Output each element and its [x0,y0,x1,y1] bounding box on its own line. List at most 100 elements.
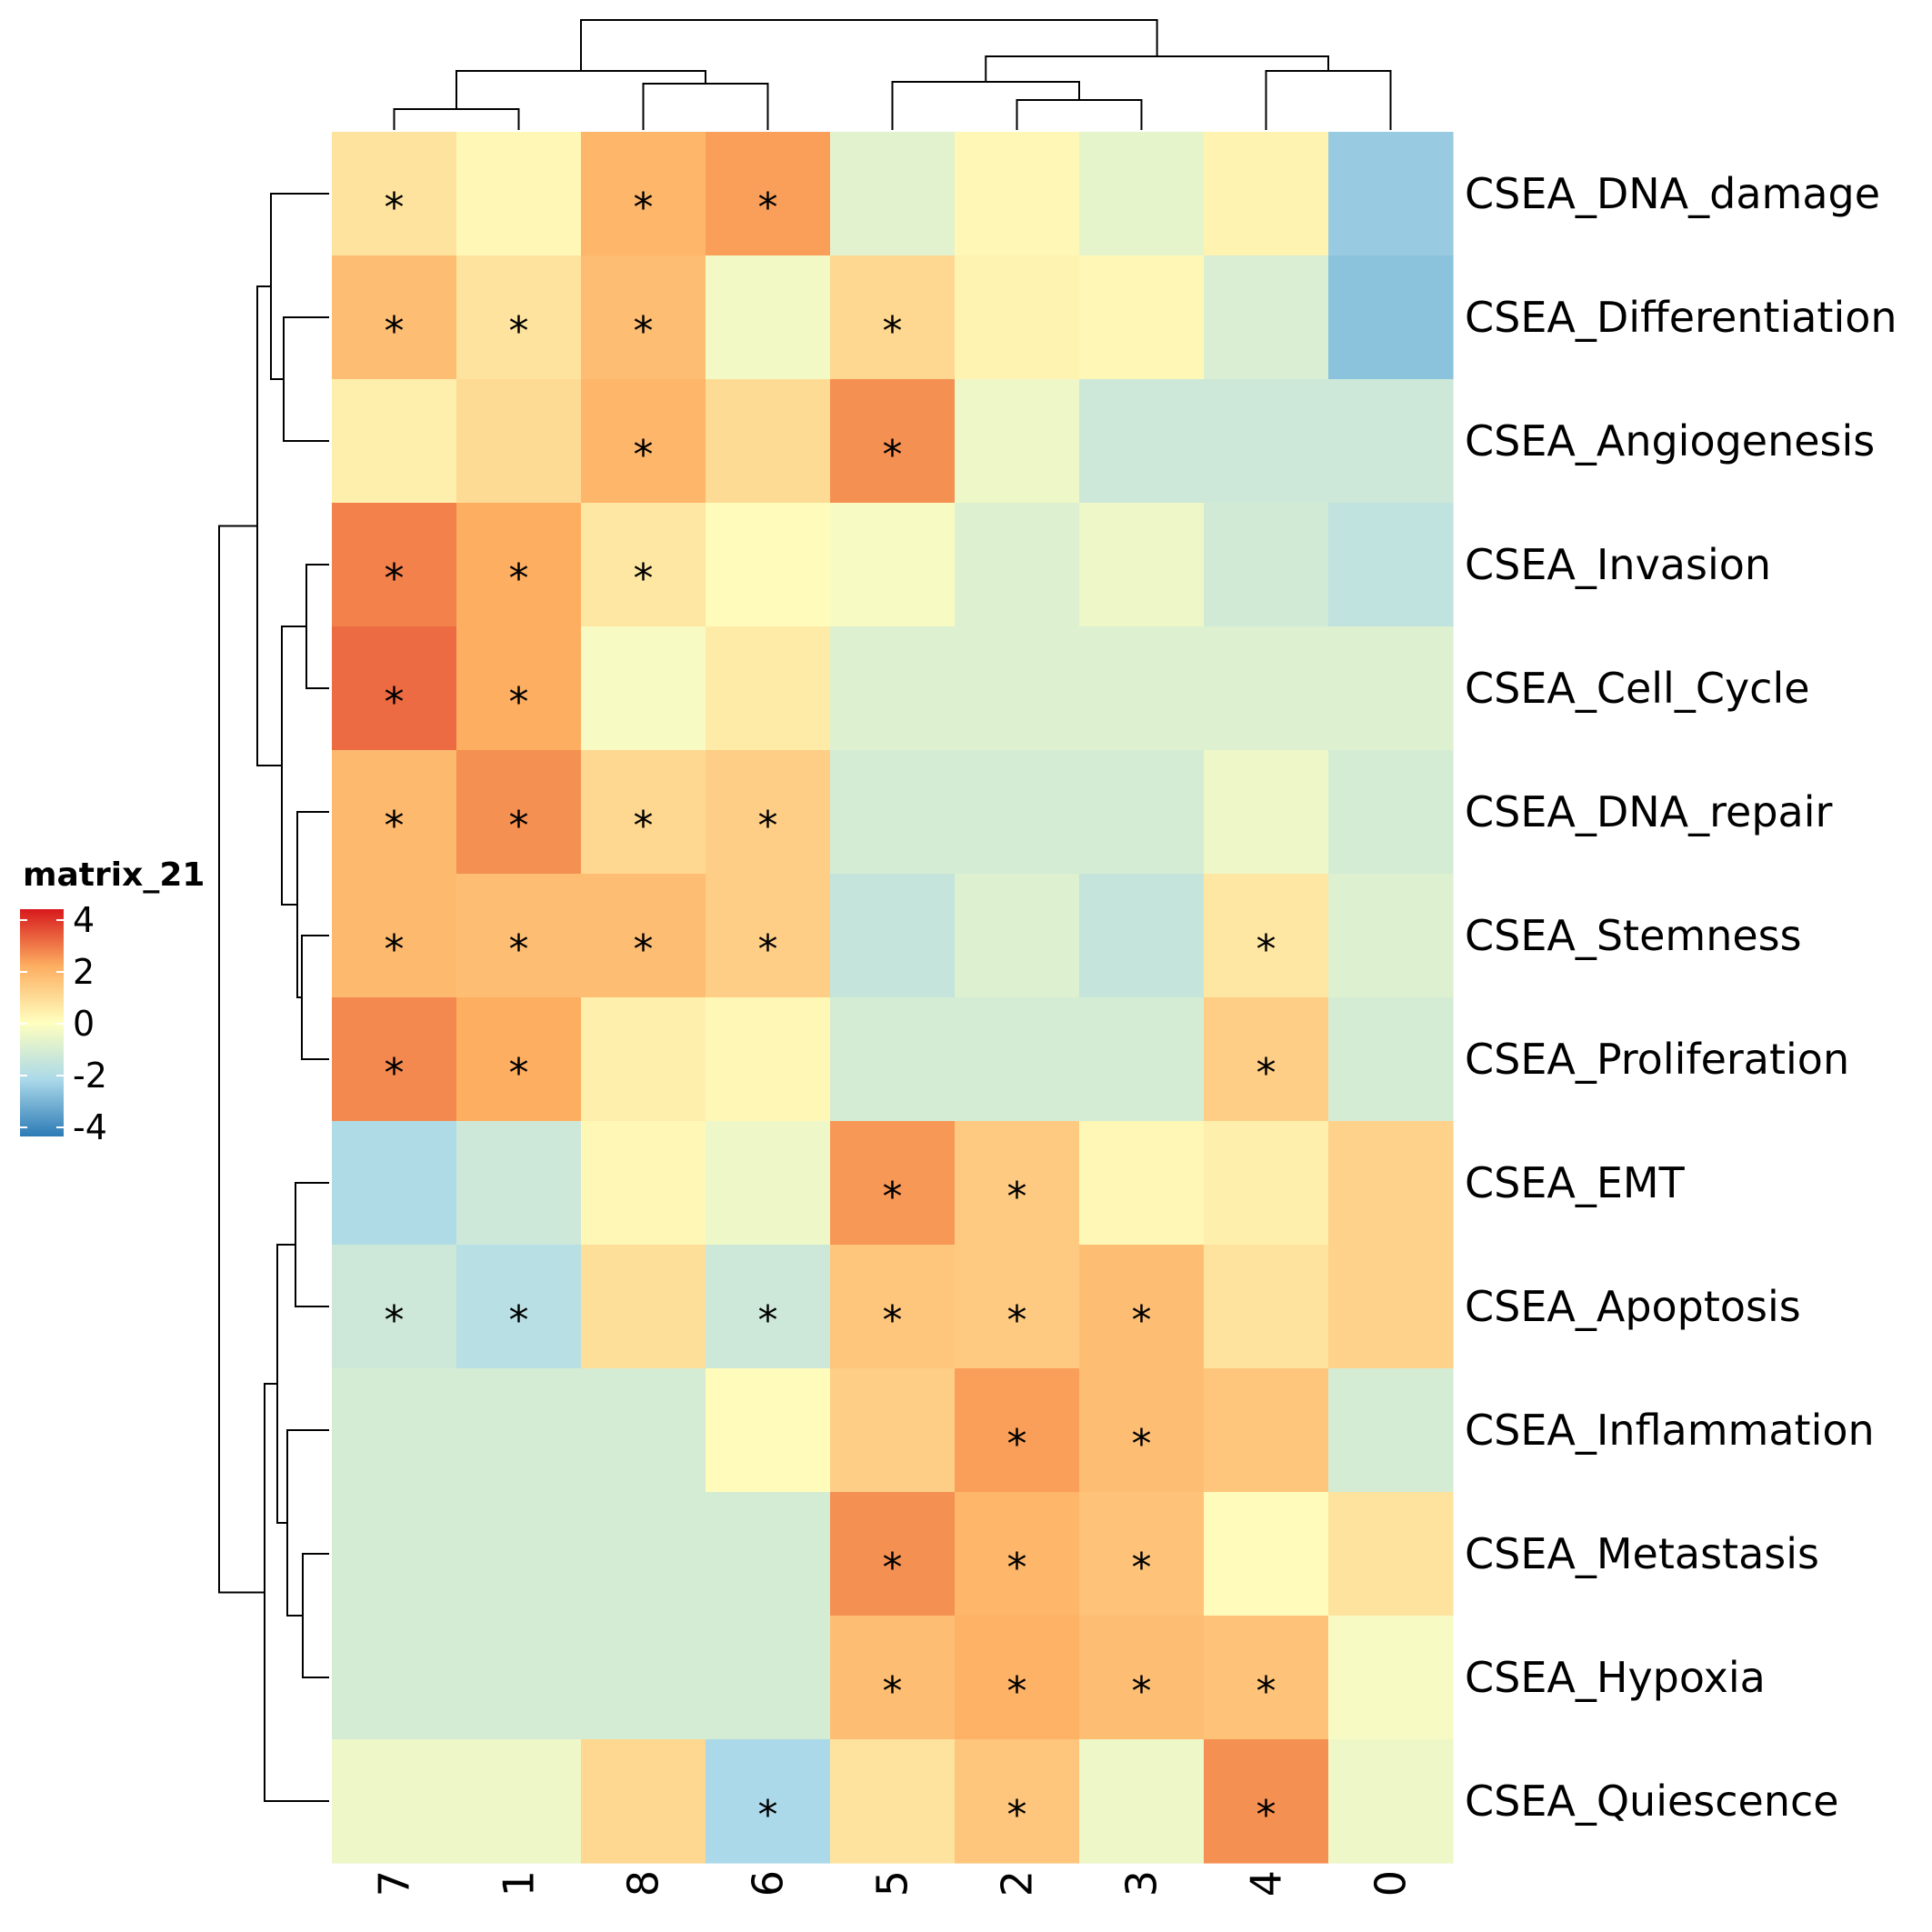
heatmap-cell [1204,1121,1329,1246]
heatmap-cell [456,1245,582,1369]
heatmap-cell [706,1245,831,1369]
heatmap-cell [955,1121,1080,1246]
column-label: 0 [1366,1870,1416,1897]
heatmap-cell [706,750,831,875]
significance-marker: * [1007,1297,1027,1344]
heatmap-cell [1079,1121,1205,1246]
heatmap-cell [1204,503,1329,627]
heatmap-cell [1204,1245,1329,1369]
heatmap-cell [1204,132,1329,256]
column-label: 3 [1117,1870,1166,1897]
heatmap-cell [1079,1739,1205,1864]
row-label: CSEA_DNA_damage [1465,169,1880,218]
heatmap-cell [1204,874,1329,998]
legend-tick-label: 4 [73,900,95,940]
significance-marker: * [758,926,778,973]
dendrogram-link [218,525,265,1594]
heatmap-cell [581,255,706,380]
dendrogram-link [642,83,769,130]
heatmap-cell [332,1616,457,1740]
significance-marker: * [758,803,778,849]
heatmap-cell [456,379,582,504]
heatmap-cell [1328,750,1454,875]
row-label: CSEA_Differentiation [1465,293,1897,342]
row-dendrogram [218,193,329,1802]
legend-tick-label: -2 [73,1056,107,1096]
heatmap-cell [581,1739,706,1864]
heatmap-cell [955,1368,1080,1493]
row-label: CSEA_Inflammation [1465,1406,1875,1455]
column-label: 8 [619,1870,668,1897]
heatmap-cell [456,132,582,256]
significance-marker: * [634,926,654,973]
dendrogram-link [393,108,520,130]
heatmap-cell [706,1739,831,1864]
heatmap-cell [955,626,1080,751]
heatmap-cell [955,1616,1080,1740]
heatmap-cell [1204,1616,1329,1740]
heatmap-cell [581,132,706,256]
significance-marker: * [1007,1421,1027,1467]
significance-marker: * [385,308,405,355]
heatmap-cell [332,1368,457,1493]
legend-tick-label: 0 [73,1004,95,1044]
heatmap-cell [955,255,1080,380]
heatmap-cell [955,750,1080,875]
significance-marker: * [385,1297,405,1344]
heatmap-cell [456,750,582,875]
significance-marker: * [509,679,529,726]
significance-marker: * [1007,1545,1027,1591]
significance-markers: * * * * * * * * * * * * * * * * * * * * * * * * * * * * * * * * * * * * * * * *… [385,185,1276,1838]
heatmap-cell [456,626,582,751]
heatmap-cell [830,997,956,1122]
heatmap-cell [830,1492,956,1617]
significance-marker: * [1132,1668,1152,1715]
column-labels: 7 1 8 6 5 2 3 4 0 [370,1870,1416,1897]
heatmap-cell [830,255,956,380]
significance-marker: * [385,803,405,849]
heatmap-cell [1204,1368,1329,1493]
heatmap-cell [332,255,457,380]
significance-marker: * [883,1297,903,1344]
row-labels: CSEA_DNA_damage CSEA_Differentiation CSEA_… [1465,169,1897,1826]
heatmap-cell [332,132,457,256]
significance-marker: * [1256,1050,1276,1096]
heatmap-cell [581,997,706,1122]
heatmap-cell [706,503,831,627]
significance-marker: * [1256,926,1276,973]
heatmap-cell [706,1616,831,1740]
significance-marker: * [634,185,654,231]
heatmap-cell [581,1492,706,1617]
heatmap-cell [706,626,831,751]
row-label: CSEA_Proliferation [1465,1035,1849,1084]
heatmap-cell [332,874,457,998]
row-label: CSEA_Invasion [1465,540,1771,589]
significance-marker: * [758,185,778,231]
heatmap-cell [1328,1368,1454,1493]
heatmap-cell [332,503,457,627]
heatmap-cell [581,1245,706,1369]
column-label: 7 [370,1870,419,1897]
significance-marker: * [1256,1668,1276,1715]
heatmap-cell [1328,503,1454,627]
heatmap-cell [456,1368,582,1493]
dendrogram-link [301,935,329,1060]
significance-marker: * [385,679,405,726]
heatmap-cell [581,503,706,627]
heatmap-cell [1328,1245,1454,1369]
dendrogram-link [283,316,329,442]
heatmap-cell [1328,1121,1454,1246]
dendrogram-link [281,626,306,906]
heatmap-cell [1079,379,1205,504]
dendrogram-link [256,285,282,766]
dendrogram-link [1265,70,1392,130]
heatmap-cell [830,1739,956,1864]
heatmap-cell [955,997,1080,1122]
heatmap-cell [955,132,1080,256]
heatmap-cell [1079,1245,1205,1369]
heatmap-cell [1328,997,1454,1122]
heatmap-cell [1204,379,1329,504]
significance-marker: * [758,1297,778,1344]
heatmap-cell [830,132,956,256]
significance-marker: * [385,1050,405,1096]
